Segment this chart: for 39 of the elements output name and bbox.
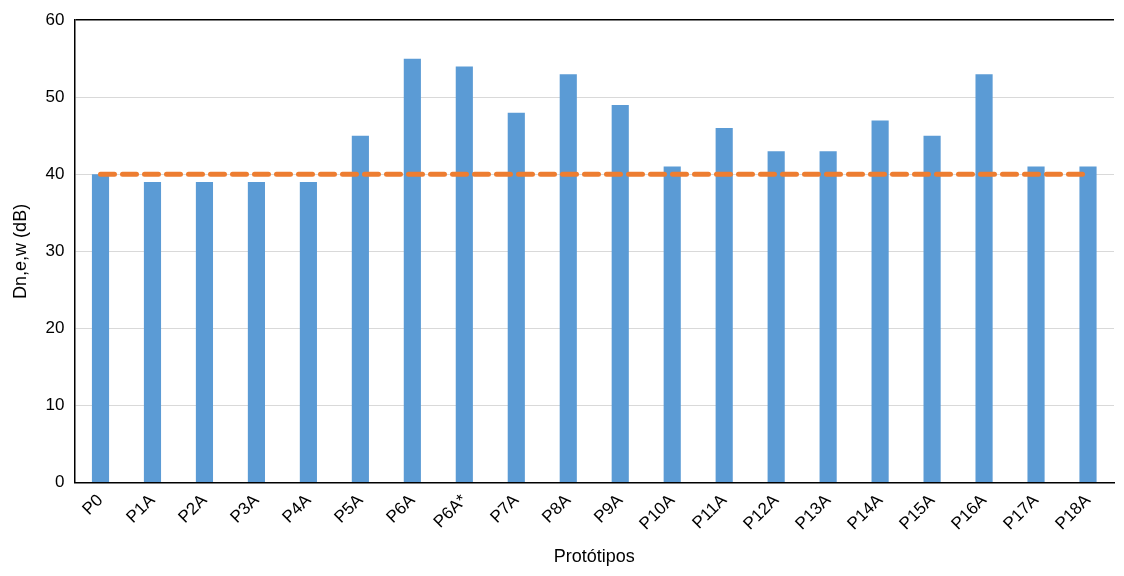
- bar: [247, 182, 265, 483]
- x-tick-label: P2A: [174, 490, 212, 527]
- x-tick-label: P6A: [382, 490, 419, 527]
- x-tick-label: P0: [78, 490, 107, 519]
- x-tick-label: P3A: [226, 490, 264, 527]
- bar: [1079, 166, 1097, 483]
- x-tick-label: P9A: [590, 490, 627, 527]
- x-axis-title: Protótipos: [553, 546, 635, 567]
- y-tick-label: 20: [45, 318, 65, 338]
- bar: [1027, 166, 1045, 483]
- bar: [195, 182, 214, 483]
- bar: [767, 151, 785, 483]
- bar: [351, 135, 369, 483]
- bar: [91, 174, 110, 483]
- bar: [663, 166, 681, 483]
- bar: [559, 74, 577, 483]
- bar: [975, 74, 993, 483]
- y-tick-label: 0: [55, 472, 65, 492]
- bar: [611, 104, 629, 483]
- x-tick-label: P1A: [122, 490, 160, 527]
- bar: [403, 58, 421, 483]
- x-tick-label: P7A: [486, 490, 523, 527]
- bar: [299, 182, 317, 483]
- bar: [819, 151, 837, 483]
- y-tick-label: 40: [45, 164, 65, 184]
- bar: [143, 182, 162, 483]
- x-tick-label: P4A: [278, 490, 315, 527]
- y-tick-label: 50: [45, 86, 65, 106]
- y-tick-label: 60: [45, 9, 65, 29]
- y-tick-label: 10: [45, 395, 65, 415]
- y-axis-title: Dn,e,w (dB): [9, 203, 30, 299]
- y-tick-label: 30: [45, 241, 65, 261]
- bar: [715, 128, 733, 483]
- bar: [923, 135, 941, 483]
- x-tick-label: P8A: [538, 490, 575, 527]
- x-tick-label: P5A: [330, 490, 367, 527]
- bar: [871, 120, 889, 483]
- bar: [455, 66, 473, 483]
- bar: [507, 112, 525, 483]
